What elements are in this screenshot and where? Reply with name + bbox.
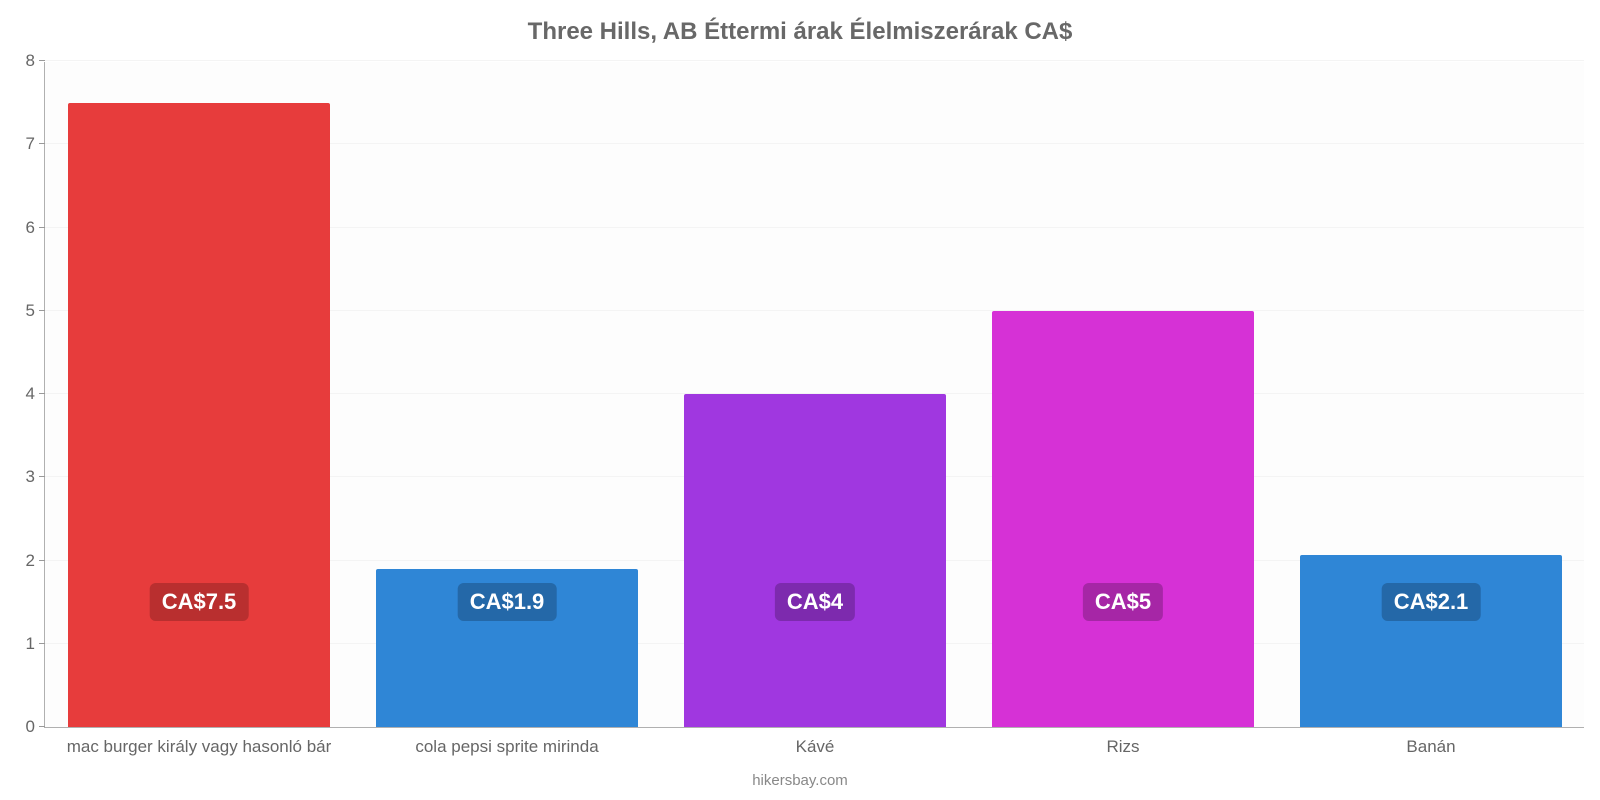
chart-title: Three Hills, AB Éttermi árak Élelmiszerá…	[0, 18, 1600, 46]
value-badge: CA$4	[775, 583, 855, 621]
ytick-label: 0	[26, 717, 45, 737]
ytick-label: 2	[26, 551, 45, 571]
bar	[68, 103, 330, 727]
bar	[1300, 555, 1562, 727]
ytick-label: 4	[26, 384, 45, 404]
ytick-label: 5	[26, 301, 45, 321]
bar	[992, 311, 1254, 727]
xtick-label: Kávé	[796, 727, 835, 757]
chart-frame: Three Hills, AB Éttermi árak Élelmiszerá…	[0, 0, 1600, 800]
xtick-label: Banán	[1406, 727, 1455, 757]
xtick-label: Rizs	[1106, 727, 1139, 757]
value-badge: CA$5	[1083, 583, 1163, 621]
plot-area: 012345678CA$7.5mac burger király vagy ha…	[44, 62, 1584, 728]
value-badge: CA$7.5	[150, 583, 249, 621]
xtick-label: cola pepsi sprite mirinda	[415, 727, 598, 757]
xtick-label: mac burger király vagy hasonló bár	[67, 727, 332, 757]
ytick-label: 6	[26, 218, 45, 238]
bar	[684, 394, 946, 727]
value-badge: CA$2.1	[1382, 583, 1481, 621]
ytick-label: 7	[26, 134, 45, 154]
ytick-label: 8	[26, 51, 45, 71]
grid-line	[45, 60, 1584, 61]
footer-credit: hikersbay.com	[0, 772, 1600, 789]
value-badge: CA$1.9	[458, 583, 557, 621]
ytick-label: 1	[26, 634, 45, 654]
ytick-label: 3	[26, 467, 45, 487]
